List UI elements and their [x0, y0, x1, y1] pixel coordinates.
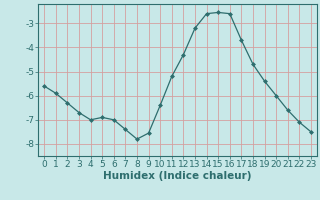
- X-axis label: Humidex (Indice chaleur): Humidex (Indice chaleur): [103, 171, 252, 181]
